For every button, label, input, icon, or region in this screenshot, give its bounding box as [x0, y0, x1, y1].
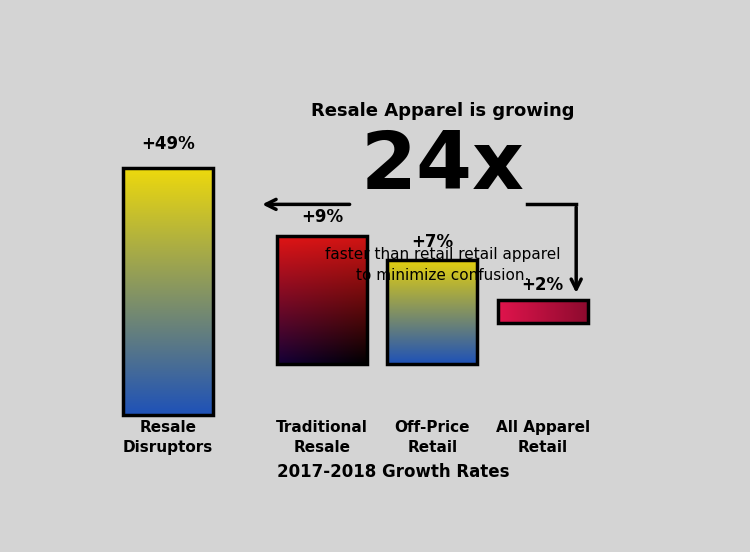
Text: All Apparel
Retail: All Apparel Retail — [496, 421, 590, 455]
Text: faster than retail retail apparel
to minimize confusion.: faster than retail retail apparel to min… — [325, 247, 560, 283]
Bar — [123, 168, 213, 415]
Text: +7%: +7% — [411, 233, 454, 251]
Text: +9%: +9% — [301, 208, 343, 226]
Bar — [387, 259, 477, 364]
Text: Traditional
Resale: Traditional Resale — [276, 421, 368, 455]
Text: Resale
Disruptors: Resale Disruptors — [123, 421, 213, 455]
Text: 24x: 24x — [361, 128, 524, 206]
Text: Resale Apparel is growing: Resale Apparel is growing — [310, 102, 574, 120]
Text: +49%: +49% — [141, 135, 195, 153]
Text: 2017-2018 Growth Rates: 2017-2018 Growth Rates — [277, 463, 509, 481]
Bar — [498, 300, 588, 323]
Text: +2%: +2% — [522, 275, 564, 294]
Text: Off-Price
Retail: Off-Price Retail — [394, 421, 470, 455]
Bar — [277, 236, 367, 364]
